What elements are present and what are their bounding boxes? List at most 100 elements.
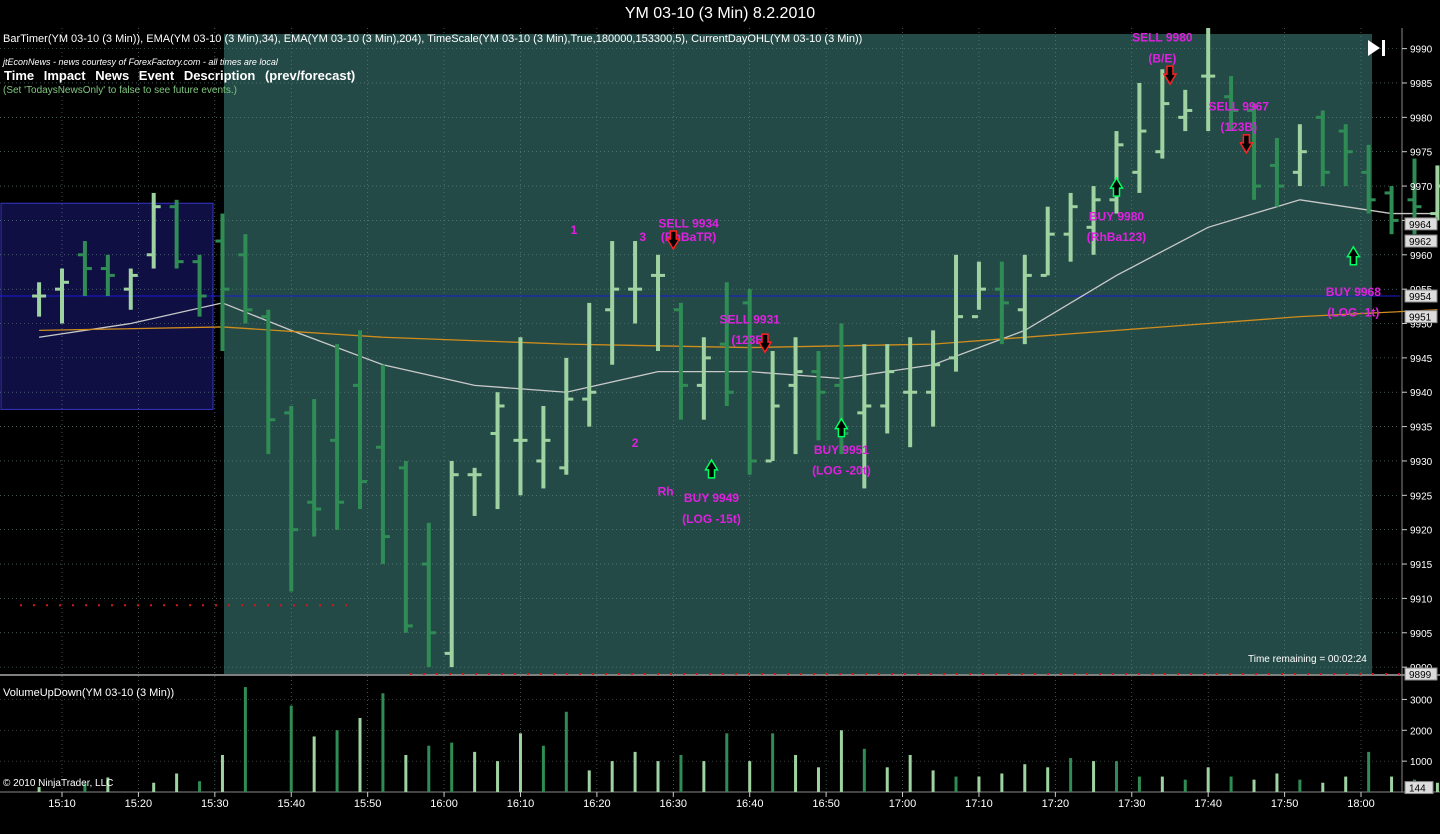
price-tick-label: 9950: [1410, 320, 1433, 331]
volume-bar: [1160, 776, 1164, 792]
gridlines: [0, 28, 1400, 792]
bar-range: [472, 467, 477, 516]
bar-close-tick: [154, 205, 161, 209]
volume-bar: [152, 782, 156, 792]
volume-bar: [908, 754, 912, 792]
bar-range: [426, 522, 431, 668]
bar-open-tick: [1178, 115, 1185, 119]
bar-close-tick: [1140, 129, 1147, 133]
bar-close-tick: [704, 356, 711, 360]
bar-open-tick: [880, 404, 887, 408]
time-tick-label: 15:30: [201, 798, 229, 810]
bar-open-tick: [971, 315, 978, 319]
volume-bar: [564, 711, 568, 792]
bar-open-tick: [926, 390, 933, 394]
volume-bar: [954, 776, 958, 792]
bar-close-tick: [475, 473, 482, 477]
trade-label: BUY 9968: [1326, 285, 1381, 299]
trade-label: BUY 9949: [684, 491, 739, 505]
time-tick-label: 16:40: [736, 798, 764, 810]
volume-bar: [312, 736, 316, 792]
price-marker-label: 9954: [1409, 292, 1432, 303]
bar-open-tick: [834, 383, 841, 387]
sell-arrow-icon: [665, 230, 681, 251]
volume-bar: [496, 761, 500, 792]
time-tick-label: 16:20: [583, 798, 611, 810]
ohlc-bar: [215, 213, 230, 351]
bar-range: [1297, 124, 1302, 187]
ohlc-bar: [559, 357, 574, 475]
bar-close-tick: [292, 528, 299, 532]
bar-open-tick: [1086, 225, 1093, 229]
prior-range-box: [0, 202, 214, 410]
sell-arrow-icon: [1162, 65, 1178, 86]
trade-label: 1: [571, 223, 578, 237]
ohlc-bar: [1430, 165, 1440, 221]
ohlc-bar: [490, 392, 505, 510]
volume-bar: [220, 754, 224, 792]
window-title: YM 03-10 (3 Min) 8.2.2010: [0, 0, 1440, 28]
bar-close-tick: [659, 273, 666, 277]
volume-bar: [243, 687, 247, 792]
ohlc-bar: [1269, 137, 1284, 207]
bar-close-tick: [383, 535, 390, 539]
volume-bar: [1023, 764, 1027, 792]
price-bars: [32, 28, 1440, 668]
ohlc-bar: [1247, 103, 1262, 200]
ohlc-bar: [949, 254, 964, 372]
volume-bar: [862, 748, 866, 792]
volume-bar: [1069, 758, 1073, 792]
volume-panel-title: VolumeUpDown(YM 03-10 (3 Min)): [3, 687, 175, 699]
time-tick-label: 16:10: [507, 798, 535, 810]
bar-open-tick: [788, 383, 795, 387]
bar-range: [1389, 186, 1394, 235]
ohlc-bar: [1407, 158, 1422, 235]
bar-range: [197, 254, 202, 317]
bar-range: [220, 213, 225, 351]
bar-range: [1137, 82, 1142, 193]
price-tick-label: 9920: [1410, 526, 1433, 537]
bar-close-tick: [452, 473, 459, 477]
bar-close-tick: [567, 397, 574, 401]
bar-open-tick: [330, 438, 337, 442]
bar-close-tick: [1277, 184, 1284, 188]
ohlc-bar: [55, 268, 69, 324]
trade-label: SELL 9934: [658, 216, 719, 230]
bar-close-tick: [1346, 150, 1353, 154]
buy-arrow-icon: [834, 417, 849, 438]
volume-bars: [37, 687, 1439, 792]
price-tick-label: 9915: [1410, 560, 1433, 571]
bar-open-tick: [1040, 273, 1047, 277]
bar-open-tick: [719, 342, 726, 346]
bar-open-tick: [123, 287, 130, 291]
volume-bar: [1183, 779, 1187, 792]
play-to-end-icon[interactable]: [1365, 37, 1389, 59]
bar-open-tick: [1384, 191, 1391, 195]
trade-label: (RhBa123): [1087, 230, 1146, 244]
ohlc-bar: [1201, 28, 1216, 132]
bar-range: [335, 344, 340, 530]
volume-bar: [1137, 776, 1141, 792]
bar-close-tick: [636, 287, 643, 291]
price-marker-label: 9899: [1409, 670, 1432, 681]
volume-bar: [1252, 779, 1256, 792]
bar-open-tick: [398, 466, 405, 470]
time-tick-label: 17:10: [965, 798, 993, 810]
bar-close-tick: [1300, 150, 1307, 154]
trade-label: BUY 9951: [814, 443, 869, 457]
ohlc-bar: [1224, 76, 1239, 132]
bar-open-tick: [1315, 115, 1322, 119]
volume-bar: [748, 761, 752, 792]
bar-range: [587, 302, 592, 427]
volume-bar: [1321, 782, 1325, 792]
bar-range: [1022, 254, 1027, 345]
price-tick-label: 9975: [1410, 148, 1433, 159]
volume-bar: [839, 730, 843, 792]
bar-close-tick: [338, 500, 345, 504]
volume-bar: [83, 783, 87, 792]
trade-label: (123B): [731, 333, 768, 347]
bar-range: [1045, 206, 1050, 276]
bar-close-tick: [796, 370, 803, 374]
